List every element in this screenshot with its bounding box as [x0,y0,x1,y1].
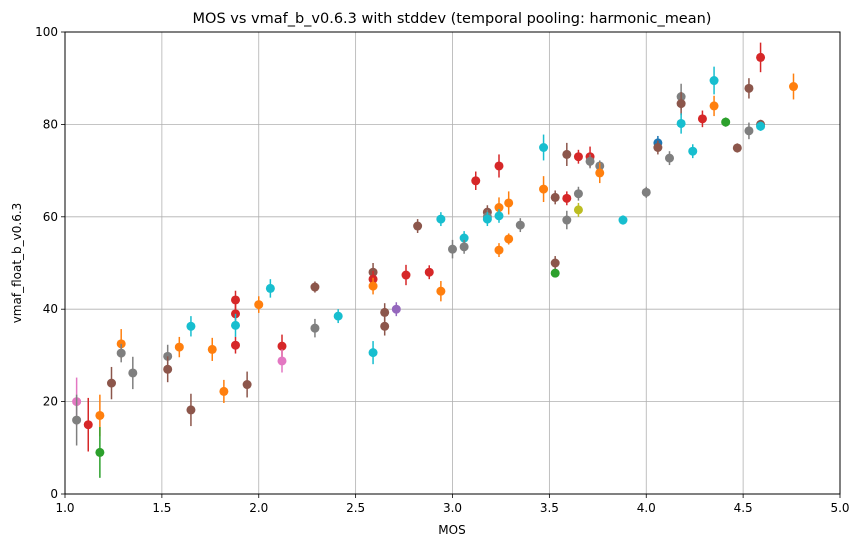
x-tick-label: 4.5 [734,501,753,515]
data-point [562,149,572,159]
data-point [186,321,196,331]
data-point [207,344,217,354]
x-tick-label: 3.0 [443,501,462,515]
data-point [231,340,240,350]
data-point [310,282,320,292]
data-point [539,184,549,194]
data-point [368,281,378,291]
x-tick-label: 5.0 [830,501,849,515]
x-tick-label: 1.0 [55,501,74,515]
data-point [277,341,287,351]
y-tick-label: 0 [50,487,58,501]
data-point [116,348,126,358]
data-point [676,99,686,109]
x-axis-label: MOS [438,523,465,537]
data-point [413,221,423,231]
x-axis-ticks: 1.0 1.5 2.0 2.5 3.0 3.5 4.0 4.5 5.0 [55,494,850,515]
data-point [641,187,651,197]
data-point [459,242,469,252]
data-point [72,415,82,425]
data-point [83,420,93,430]
data-point [95,447,105,457]
data-point [653,143,663,152]
data-point [676,118,686,128]
data-point [95,410,105,420]
data-point [219,386,229,396]
data-point [448,244,457,254]
data-point [562,193,572,203]
data-point [515,220,525,230]
data-point [550,192,560,202]
data-point [585,156,595,166]
data-point [504,234,514,244]
data-point [494,203,504,213]
chart-title: MOS vs vmaf_b_v0.6.3 with stddev (tempor… [193,11,712,27]
data-point [709,76,719,86]
y-tick-label: 60 [43,210,58,224]
data-points [72,42,798,478]
data-point [789,82,798,92]
data-point [744,126,754,136]
data-point [368,348,378,358]
data-point [573,205,583,215]
data-point [482,214,492,224]
data-point [380,307,390,317]
y-tick-label: 100 [35,25,58,39]
data-point [436,214,446,224]
y-tick-label: 40 [43,302,58,316]
data-point [504,198,514,208]
y-axis-ticks: 0 20 40 60 80 100 [35,25,65,501]
y-tick-label: 80 [43,117,58,131]
data-point [721,117,731,127]
x-tick-label: 2.5 [346,501,365,515]
x-tick-label: 4.0 [637,501,656,515]
x-tick-label: 3.5 [540,501,559,515]
data-point [186,405,196,415]
data-point [436,286,446,296]
data-point [265,283,275,293]
data-point [618,215,628,225]
data-point [277,356,287,366]
data-point [732,143,742,153]
data-point [107,378,116,388]
data-point [174,342,184,352]
data-point [665,153,674,163]
x-tick-label: 2.0 [249,501,268,515]
data-point [550,268,560,278]
data-point [494,161,504,171]
data-point [471,176,481,186]
data-point [573,189,583,199]
data-point [494,211,504,221]
data-point [424,267,434,277]
x-tick-label: 1.5 [152,501,171,515]
data-point [550,258,560,268]
data-point [756,52,766,62]
data-point [242,380,252,390]
y-tick-label: 20 [43,395,58,409]
data-point [310,323,320,333]
data-point [401,270,411,280]
data-point [697,114,707,124]
data-point [231,320,240,330]
y-axis-label: vmaf_float_b_v0.6.3 [10,203,24,324]
data-point [391,304,401,314]
data-point [744,83,754,93]
data-point [333,311,343,321]
data-point [494,245,504,255]
data-point [380,321,390,331]
data-point [688,146,698,156]
data-point [573,152,583,162]
data-point [595,168,605,178]
data-point [231,295,240,305]
data-point [163,364,173,374]
data-point [459,233,469,243]
data-point [539,143,549,152]
data-point [254,300,264,310]
data-point [709,101,719,111]
data-point [756,121,766,131]
data-point [562,215,572,225]
data-point [128,368,138,378]
